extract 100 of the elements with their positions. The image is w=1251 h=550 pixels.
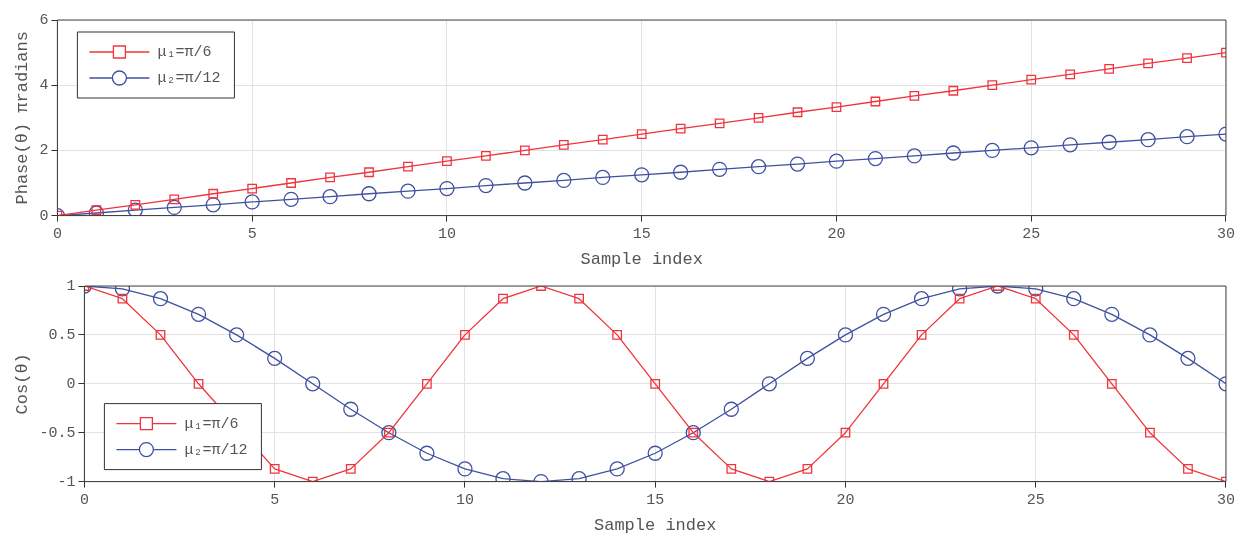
point [948,85,959,96]
point [1182,53,1192,64]
x-axis-title: Sample index [593,516,717,536]
point [870,96,881,107]
point [400,183,416,199]
y-axis-title: Phase(θ) πradians [12,31,32,205]
y-tick-label: 0 [66,375,76,393]
point [345,463,356,474]
point [478,177,494,194]
point [1183,463,1193,474]
y-tick-label: 2 [39,142,49,160]
point [1104,306,1120,323]
legend-label: μ₂=π/12 [157,69,221,87]
point [906,148,923,164]
point [361,186,377,202]
x-tick-label: 10 [437,225,456,243]
point [205,197,221,213]
point [913,291,930,307]
point [711,161,728,177]
point [267,350,283,367]
point [439,180,455,197]
point [1143,58,1153,69]
point [283,191,299,207]
point [714,118,725,129]
point [750,159,767,175]
point [269,463,280,474]
point [1179,129,1195,145]
point [945,145,961,161]
point [574,293,584,304]
point [1068,330,1079,340]
point [325,172,335,183]
point [609,461,625,477]
y-tick-label: 6 [39,11,49,29]
point [169,194,180,205]
x-tick-label: 15 [646,491,665,509]
point [364,167,374,178]
point [840,427,851,438]
point [789,156,806,172]
legend-label: μ₁=π/6 [157,43,212,61]
x-tick-label: 10 [455,491,474,509]
point [403,161,413,172]
point [761,376,778,392]
point [909,91,920,101]
point [152,291,169,307]
point [421,378,432,389]
point [984,142,1000,159]
point [1066,291,1082,307]
point [1180,350,1196,367]
point [1145,427,1155,438]
point [457,461,473,477]
legend-label: μ₂=π/12 [184,441,248,459]
point [1142,327,1158,343]
point [1030,293,1041,304]
y-tick-label: 4 [39,77,49,95]
x-axis-title: Sample index [580,250,703,270]
y-tick-label: -0.5 [39,424,76,442]
point [244,194,260,210]
point [480,151,491,161]
point [556,172,572,189]
point [305,376,321,392]
point [442,156,452,167]
point [517,175,533,191]
x-tick-label: 30 [1216,225,1236,243]
point [828,153,845,169]
x-tick-label: 30 [1216,491,1236,509]
x-tick-label: 5 [270,491,280,509]
point [837,327,854,343]
point [1065,69,1076,80]
x-tick-label: 5 [247,225,257,243]
point [878,378,889,389]
point [647,445,663,461]
y-tick-label: 1 [66,277,76,295]
x-tick-label: 15 [632,225,651,243]
point [831,102,842,112]
point [1140,131,1156,148]
x-tick-label: 20 [827,225,846,243]
point [193,378,204,389]
point [867,150,884,167]
point [1023,140,1039,156]
y-tick-label: 0.5 [48,326,76,344]
x-tick-label: 20 [836,491,855,509]
point [792,107,803,118]
point [1104,64,1115,74]
point [460,330,470,340]
point [1062,137,1078,153]
point [1026,74,1037,85]
point [322,189,338,205]
legend-label: μ₁=π/6 [184,415,239,433]
point [498,293,508,304]
point [190,306,207,323]
point [166,199,182,216]
point [247,183,258,194]
point [519,145,530,156]
point [723,401,739,417]
point [726,463,737,474]
point [916,330,927,340]
point [127,202,143,216]
point [650,378,661,389]
point [753,112,764,123]
point [634,167,650,183]
